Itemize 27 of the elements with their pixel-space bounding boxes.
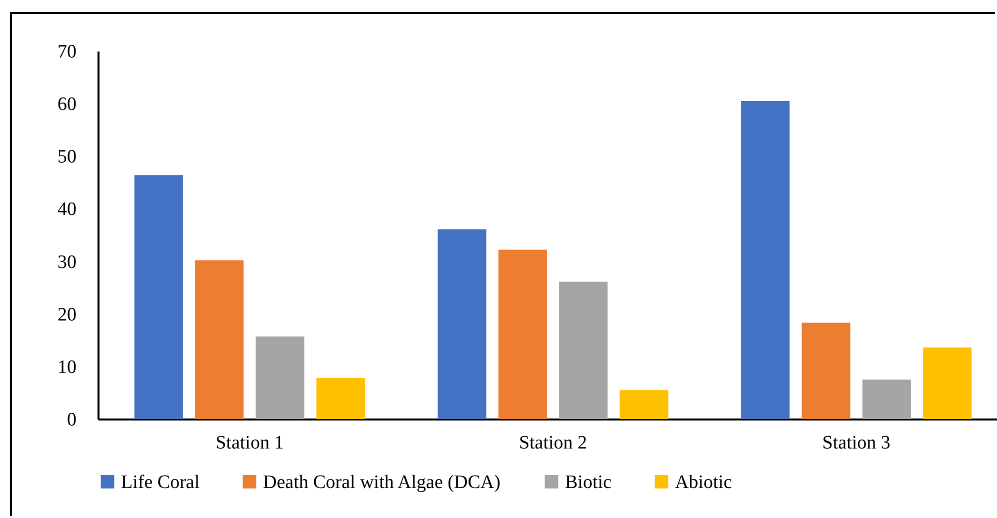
x-tick-label: Station 2 — [518, 432, 588, 454]
bar — [195, 260, 244, 419]
legend-label: Abiotic — [675, 472, 732, 493]
bar — [559, 282, 608, 419]
x-tick-label: Station 3 — [822, 432, 890, 454]
legend-label: Death Coral with Algae (DCA) — [263, 472, 500, 493]
y-tick-label: 70 — [58, 42, 76, 62]
y-tick-label: 60 — [58, 94, 76, 116]
bar — [256, 336, 304, 419]
y-tick-label: 0 — [67, 410, 76, 430]
legend-label: Life Coral — [121, 472, 200, 493]
bar — [923, 348, 972, 419]
bar — [316, 378, 365, 419]
y-tick-label: 20 — [58, 304, 76, 326]
bar — [802, 322, 850, 419]
y-tick-label: 50 — [58, 146, 76, 168]
bar — [741, 100, 790, 419]
bar — [620, 390, 668, 419]
bar — [438, 229, 486, 419]
bar — [498, 250, 547, 419]
x-tick-label: Station 1 — [216, 432, 284, 454]
bar — [862, 380, 911, 419]
legend-label: Biotic — [565, 472, 612, 493]
y-tick-label: 10 — [58, 356, 76, 378]
y-tick-label: 40 — [58, 199, 76, 220]
bar — [134, 175, 183, 419]
y-tick-label: 30 — [58, 252, 76, 273]
